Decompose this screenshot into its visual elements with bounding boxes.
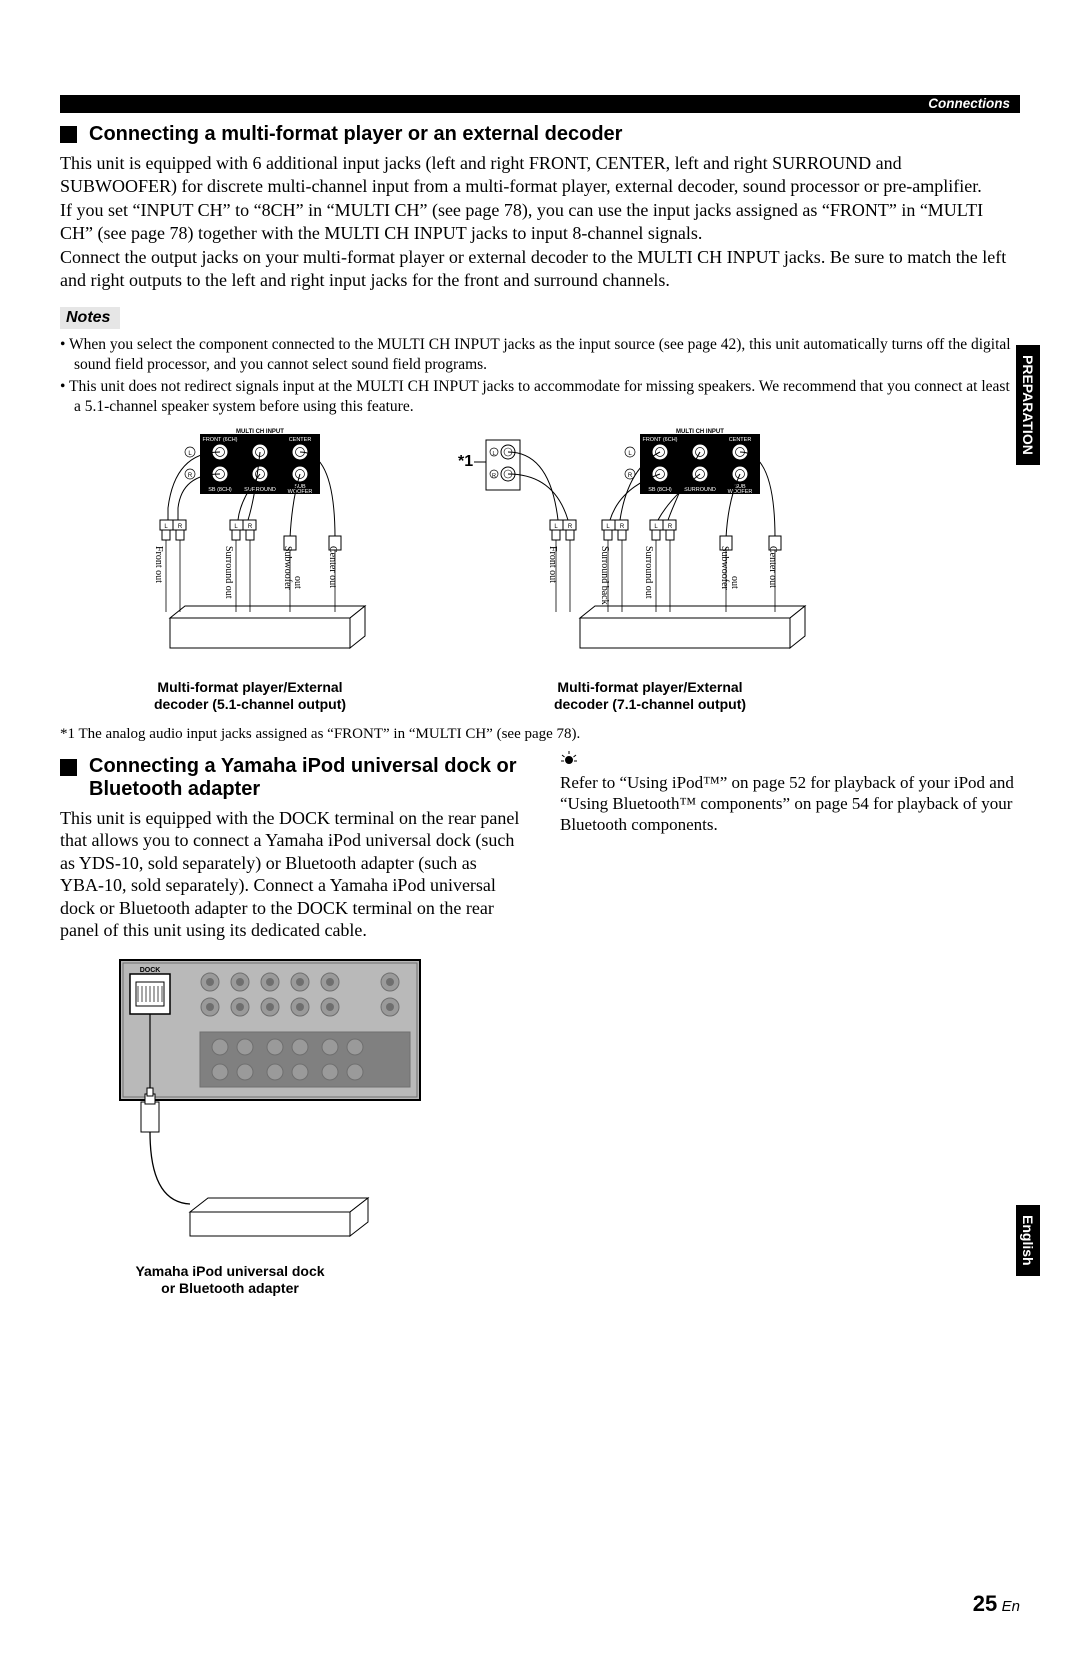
svg-text:Subwoofer: Subwoofer bbox=[719, 546, 730, 591]
rear-panel-caption: Yamaha iPod universal dock or Bluetooth … bbox=[100, 1263, 360, 1298]
tip-text: Refer to “Using iPod™” on page 52 for pl… bbox=[560, 772, 1020, 836]
svg-text:R: R bbox=[178, 524, 183, 530]
square-bullet-icon bbox=[60, 759, 77, 776]
svg-text:FRONT (6CH): FRONT (6CH) bbox=[202, 437, 237, 443]
section-heading-multi-format: Connecting a multi-format player or an e… bbox=[60, 123, 1020, 146]
page-number: 25 En bbox=[973, 1591, 1020, 1617]
svg-text:WOOFER: WOOFER bbox=[288, 489, 313, 495]
tip-icon bbox=[560, 751, 1020, 770]
side-tab-english: English bbox=[1016, 1205, 1040, 1276]
svg-text:Subwoofer: Subwoofer bbox=[282, 546, 293, 591]
header-tab-label: Connections bbox=[928, 95, 1010, 113]
left-column: Connecting a Yamaha iPod universal dock … bbox=[60, 751, 520, 1298]
footnote-1: *1 The analog audio input jacks assigned… bbox=[60, 726, 1020, 743]
svg-text:Front out: Front out bbox=[153, 546, 164, 583]
svg-text:R: R bbox=[628, 473, 633, 479]
svg-text:Surround out: Surround out bbox=[643, 546, 654, 599]
svg-text:CENTER: CENTER bbox=[289, 437, 312, 443]
side-tab-preparation: PREPARATION bbox=[1016, 345, 1040, 465]
svg-text:R: R bbox=[668, 524, 673, 530]
svg-text:CENTER: CENTER bbox=[729, 437, 752, 443]
svg-text:L: L bbox=[492, 451, 495, 457]
connection-diagrams: MULTI CH INPUT FRONT (6CH) CENTER SB (8C… bbox=[120, 428, 1020, 714]
square-bullet-icon bbox=[60, 126, 77, 143]
diagram-7-1-svg: *1 L R MULTI CH INPUT FRONT (6CH) CENTER… bbox=[450, 428, 850, 668]
svg-text:R: R bbox=[492, 473, 496, 479]
notes-list: When you select the component connected … bbox=[60, 335, 1020, 418]
right-column: Refer to “Using iPod™” on page 52 for pl… bbox=[560, 751, 1020, 1298]
heading-text: Connecting a multi-format player or an e… bbox=[89, 123, 622, 146]
note-item: This unit does not redirect signals inpu… bbox=[60, 377, 1020, 417]
svg-text:MULTI CH INPUT: MULTI CH INPUT bbox=[236, 429, 284, 435]
section2-paragraph: This unit is equipped with the DOCK term… bbox=[60, 807, 520, 942]
svg-text:R: R bbox=[568, 524, 573, 530]
diagram-7-1: *1 L R MULTI CH INPUT FRONT (6CH) CENTER… bbox=[450, 428, 850, 714]
note-item: When you select the component connected … bbox=[60, 335, 1020, 375]
page: Connections Connecting a multi-format pl… bbox=[0, 0, 1080, 1657]
svg-text:out: out bbox=[729, 576, 740, 589]
svg-text:SURROUND: SURROUND bbox=[684, 487, 716, 493]
svg-text:R: R bbox=[248, 524, 253, 530]
rear-panel-svg: DOCK bbox=[100, 952, 430, 1252]
section1-paragraph-3: Connect the output jacks on your multi-f… bbox=[60, 246, 1020, 291]
rear-panel-diagram: DOCK bbox=[100, 952, 520, 1298]
section1-paragraph-2: If you set “INPUT CH” to “8CH” in “MULTI… bbox=[60, 199, 1020, 244]
svg-text:SB (8CH): SB (8CH) bbox=[648, 487, 672, 493]
notes-label: Notes bbox=[60, 307, 120, 329]
svg-text:Surround out: Surround out bbox=[223, 546, 234, 599]
diagram-5-1: MULTI CH INPUT FRONT (6CH) CENTER SB (8C… bbox=[120, 428, 380, 714]
header-bar: Connections bbox=[60, 95, 1020, 113]
svg-text:R: R bbox=[188, 473, 193, 479]
svg-text:out: out bbox=[292, 576, 303, 589]
svg-text:MULTI CH INPUT: MULTI CH INPUT bbox=[676, 429, 724, 435]
svg-text:Center out: Center out bbox=[767, 546, 778, 588]
heading-text: Connecting a Yamaha iPod universal dock … bbox=[89, 755, 520, 801]
svg-text:WOOFER: WOOFER bbox=[728, 489, 753, 495]
diagram-7-1-caption: Multi-format player/External decoder (7.… bbox=[450, 679, 850, 714]
svg-text:Center out: Center out bbox=[327, 546, 338, 588]
section-heading-ipod: Connecting a Yamaha iPod universal dock … bbox=[60, 755, 520, 801]
section1-paragraph-1: This unit is equipped with 6 additional … bbox=[60, 152, 1020, 197]
two-column-section: Connecting a Yamaha iPod universal dock … bbox=[60, 751, 1020, 1298]
svg-text:SB (8CH): SB (8CH) bbox=[208, 487, 232, 493]
svg-text:R: R bbox=[620, 524, 625, 530]
svg-text:FRONT (6CH): FRONT (6CH) bbox=[642, 437, 677, 443]
svg-text:DOCK: DOCK bbox=[140, 967, 161, 974]
svg-text:*1: *1 bbox=[458, 453, 473, 470]
diagram-5-1-caption: Multi-format player/External decoder (5.… bbox=[120, 679, 380, 714]
page-num: 25 bbox=[973, 1591, 997, 1616]
page-lang: En bbox=[1002, 1598, 1020, 1615]
diagram-5-1-svg: MULTI CH INPUT FRONT (6CH) CENTER SB (8C… bbox=[120, 428, 380, 668]
